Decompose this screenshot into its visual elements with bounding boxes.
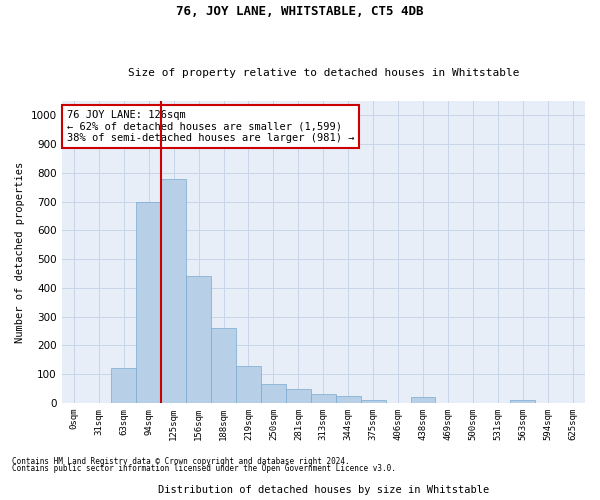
Bar (261, 384, 286, 403)
Text: Distribution of detached houses by size in Whitstable: Distribution of detached houses by size … (158, 485, 490, 495)
Bar (112, 368, 136, 403)
Bar (410, 397, 436, 403)
Bar (161, 178, 186, 403)
Text: Contains public sector information licensed under the Open Government Licence v3: Contains public sector information licen… (12, 464, 396, 473)
Bar (311, 394, 336, 403)
Title: Size of property relative to detached houses in Whitstable: Size of property relative to detached ho… (128, 68, 519, 78)
Bar (510, 400, 535, 403)
Bar (211, 328, 236, 403)
Bar (361, 400, 386, 403)
Bar (136, 202, 161, 403)
Y-axis label: Number of detached properties: Number of detached properties (15, 162, 25, 342)
Text: 76 JOY LANE: 126sqm
← 62% of detached houses are smaller (1,599)
38% of semi-det: 76 JOY LANE: 126sqm ← 62% of detached ho… (67, 110, 354, 144)
Text: 76, JOY LANE, WHITSTABLE, CT5 4DB: 76, JOY LANE, WHITSTABLE, CT5 4DB (176, 5, 424, 18)
Bar (186, 276, 211, 403)
Bar (336, 396, 361, 403)
Bar (236, 366, 261, 403)
Bar (286, 388, 311, 403)
Text: Contains HM Land Registry data © Crown copyright and database right 2024.: Contains HM Land Registry data © Crown c… (12, 458, 350, 466)
